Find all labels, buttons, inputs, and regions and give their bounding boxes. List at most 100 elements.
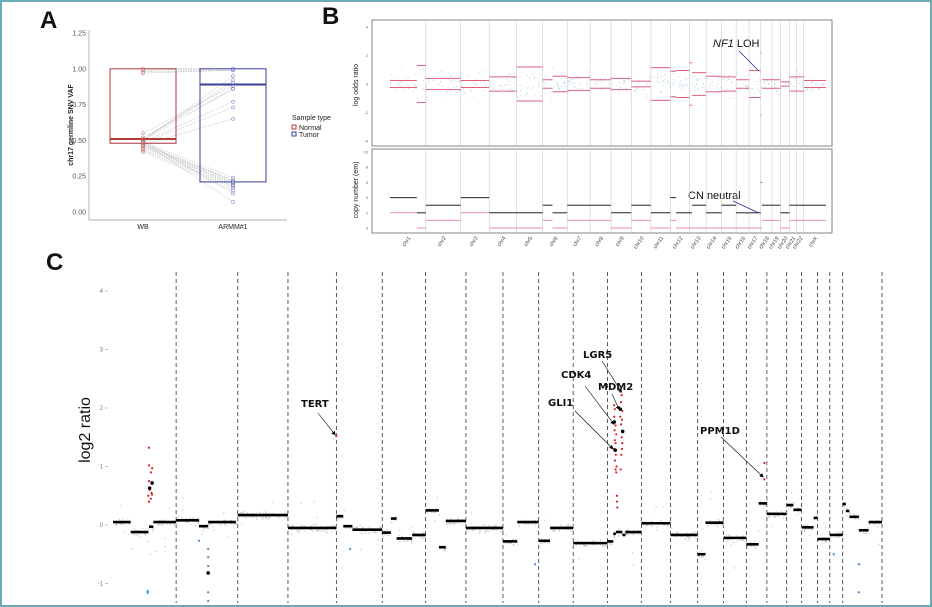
b-snp-point bbox=[719, 77, 721, 78]
c-bin-point bbox=[120, 523, 123, 525]
b-snp-point bbox=[822, 85, 824, 87]
c-bin-point bbox=[578, 558, 580, 560]
c-bin-point bbox=[200, 533, 203, 536]
c-bin-point bbox=[609, 542, 612, 544]
c-bin-point bbox=[662, 506, 664, 508]
b-snp-point bbox=[804, 76, 806, 78]
c-bin-point bbox=[592, 544, 594, 546]
c-bin-point bbox=[878, 520, 880, 522]
b-snp-point bbox=[453, 79, 455, 81]
c-bin-point bbox=[855, 518, 857, 520]
b-snp-point bbox=[672, 84, 674, 85]
c-bin-point bbox=[865, 532, 867, 535]
b-snp-point bbox=[570, 83, 572, 85]
c-bin-point bbox=[401, 536, 404, 538]
b-snp-point bbox=[529, 77, 530, 79]
a-xtick-label: ARMM#1 bbox=[218, 224, 247, 231]
c-bin-point bbox=[637, 533, 640, 535]
c-bin-point bbox=[259, 516, 262, 518]
b-snp-point bbox=[573, 82, 575, 83]
c-bin-point bbox=[197, 523, 199, 525]
b-snp-point bbox=[648, 81, 650, 83]
c-bin-point bbox=[129, 523, 131, 525]
c-bin-point bbox=[717, 518, 719, 521]
c-bin-point bbox=[313, 501, 315, 503]
b-snp-point bbox=[473, 82, 474, 84]
c-bin-point bbox=[824, 541, 826, 543]
c-bin-point bbox=[265, 518, 268, 520]
c-bin-point bbox=[528, 523, 530, 525]
c-bin-point bbox=[868, 523, 870, 525]
legend-normal-icon bbox=[291, 124, 297, 130]
b-snp-point bbox=[489, 85, 491, 87]
c-bin-point bbox=[310, 525, 312, 527]
b-snp-point bbox=[702, 87, 703, 89]
b-snp-point bbox=[442, 99, 444, 101]
b-snp-point bbox=[499, 85, 500, 87]
b-snp-point bbox=[673, 73, 674, 75]
c-bin-point bbox=[796, 507, 798, 509]
c-bin-point bbox=[567, 524, 569, 526]
c-bin-point bbox=[775, 511, 777, 514]
b-snp-point bbox=[600, 80, 602, 82]
c-loss-point bbox=[207, 591, 210, 594]
b-snp-point bbox=[419, 69, 421, 71]
c-bin-point bbox=[804, 530, 806, 533]
c-bin-point bbox=[198, 520, 200, 522]
b-snp-point bbox=[767, 79, 768, 81]
c-bin-point bbox=[823, 522, 825, 524]
c-bin-point bbox=[370, 527, 372, 529]
b-chr-label: chr16 bbox=[734, 236, 747, 251]
c-bin-point bbox=[272, 501, 274, 504]
c-bin-point bbox=[336, 526, 338, 529]
c-loss-point bbox=[197, 539, 201, 542]
a-ytick-label: 0.50 bbox=[72, 138, 86, 145]
b-snp-point bbox=[415, 88, 417, 90]
c-bin-point bbox=[474, 525, 476, 528]
b-snp-point bbox=[795, 77, 797, 79]
b-snp-point bbox=[557, 83, 558, 84]
c-bin-point bbox=[630, 533, 632, 535]
c-bin-point bbox=[131, 548, 133, 550]
c-bin-point bbox=[461, 524, 463, 526]
b-chr-label: chr4 bbox=[497, 236, 508, 248]
c-gain-point bbox=[616, 506, 619, 509]
c-bin-point bbox=[577, 540, 579, 542]
b-snp-point bbox=[802, 81, 804, 83]
b-snp-point bbox=[573, 87, 575, 89]
a-point-tumor bbox=[231, 182, 235, 187]
c-bin-point bbox=[304, 524, 306, 527]
c-bin-point bbox=[726, 561, 728, 563]
c-bin-point bbox=[420, 536, 422, 538]
b-snp-point bbox=[417, 97, 419, 99]
c-bin-point bbox=[670, 527, 672, 529]
c-gain-point bbox=[613, 408, 616, 411]
b-bottom-ytick: 10 bbox=[364, 150, 369, 155]
c-bin-point bbox=[825, 541, 827, 543]
b-snp-point bbox=[461, 81, 462, 83]
c-bin-point bbox=[790, 506, 792, 509]
b-chr-label: chr6 bbox=[549, 236, 560, 248]
a-point-tumor bbox=[231, 78, 235, 83]
b-snp-point bbox=[512, 89, 514, 91]
c-bin-point bbox=[283, 516, 285, 518]
c-bin-point bbox=[204, 527, 206, 529]
b-snp-point bbox=[587, 80, 589, 82]
c-bin-point bbox=[241, 523, 243, 525]
b-snp-point bbox=[440, 81, 442, 83]
c-bin-point bbox=[312, 531, 314, 533]
c-bin-point bbox=[132, 532, 135, 535]
b-snp-point bbox=[714, 75, 716, 76]
c-bin-point bbox=[261, 518, 263, 520]
b-snp-point bbox=[811, 88, 813, 90]
c-bin-point bbox=[373, 531, 375, 533]
c-bin-point bbox=[838, 536, 840, 539]
b-snp-point bbox=[657, 76, 658, 78]
b-snp-point bbox=[449, 73, 450, 75]
b-snp-point bbox=[682, 85, 683, 86]
b-snp-point bbox=[697, 80, 699, 81]
a-point-normal bbox=[141, 145, 145, 150]
c-bin-point bbox=[338, 518, 340, 520]
c-bin-point bbox=[599, 543, 602, 546]
b-snp-point bbox=[754, 93, 756, 95]
